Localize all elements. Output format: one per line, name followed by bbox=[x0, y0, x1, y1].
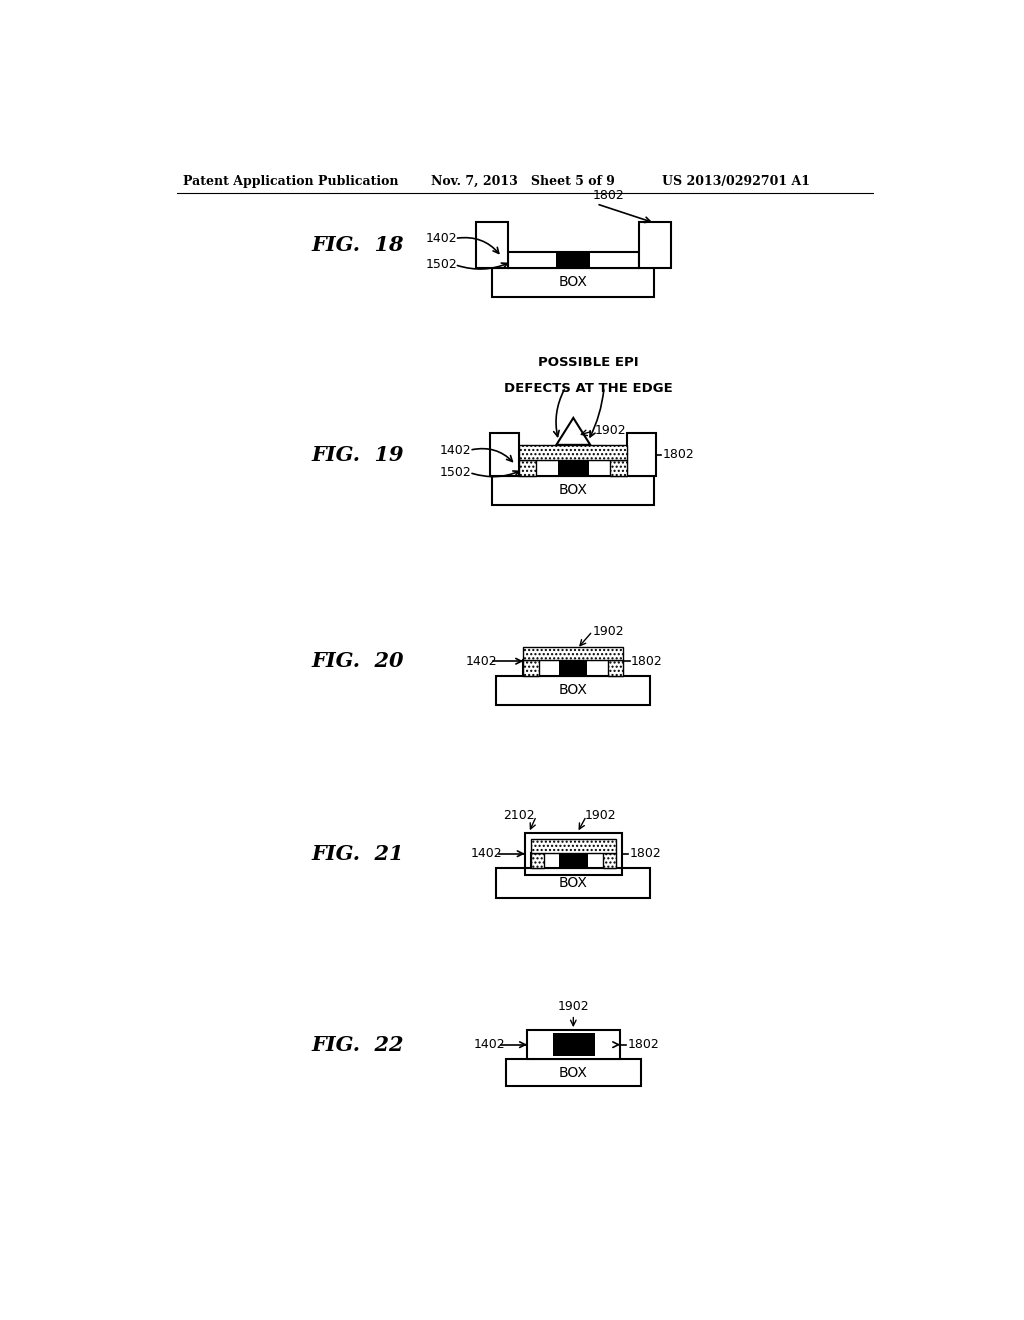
Bar bbox=[639, 222, 671, 268]
Bar bbox=[523, 647, 624, 660]
Text: BOX: BOX bbox=[559, 1065, 588, 1080]
Bar bbox=[508, 252, 639, 268]
Text: DEFECTS AT THE EDGE: DEFECTS AT THE EDGE bbox=[505, 381, 673, 395]
Bar bbox=[553, 1034, 595, 1056]
Bar bbox=[519, 461, 628, 475]
Bar bbox=[610, 461, 628, 475]
Text: BOX: BOX bbox=[559, 876, 588, 890]
Bar bbox=[524, 833, 622, 875]
Text: Patent Application Publication: Patent Application Publication bbox=[183, 176, 398, 187]
Bar bbox=[608, 660, 624, 676]
Text: 1402: 1402 bbox=[466, 655, 497, 668]
Text: 1802: 1802 bbox=[663, 449, 694, 462]
Bar bbox=[556, 252, 590, 268]
Bar bbox=[523, 660, 539, 676]
Text: 1902: 1902 bbox=[593, 624, 625, 638]
Bar bbox=[497, 869, 650, 898]
Text: FIG.  18: FIG. 18 bbox=[311, 235, 404, 255]
Bar bbox=[559, 853, 588, 869]
Text: 1402: 1402 bbox=[425, 232, 457, 246]
Text: 1502: 1502 bbox=[440, 466, 472, 479]
Text: FIG.  21: FIG. 21 bbox=[311, 843, 404, 863]
Text: 1802: 1802 bbox=[630, 847, 662, 861]
Bar bbox=[628, 433, 656, 475]
Bar bbox=[493, 268, 654, 297]
Bar bbox=[519, 445, 628, 461]
Text: FIG.  19: FIG. 19 bbox=[311, 445, 404, 465]
Text: 1502: 1502 bbox=[425, 259, 458, 271]
Text: 1402: 1402 bbox=[440, 444, 472, 457]
Bar bbox=[531, 840, 615, 853]
Bar bbox=[610, 461, 628, 475]
Text: US 2013/0292701 A1: US 2013/0292701 A1 bbox=[662, 176, 810, 187]
Text: 1902: 1902 bbox=[557, 1001, 589, 1014]
Bar bbox=[527, 1030, 620, 1059]
Bar bbox=[519, 461, 537, 475]
Bar bbox=[497, 676, 650, 705]
Bar bbox=[559, 660, 587, 676]
Text: 1902: 1902 bbox=[595, 425, 627, 437]
Bar bbox=[523, 660, 539, 676]
Text: 1802: 1802 bbox=[628, 1038, 659, 1051]
Bar bbox=[519, 461, 537, 475]
Bar bbox=[608, 660, 624, 676]
Text: 2102: 2102 bbox=[503, 809, 535, 822]
Bar bbox=[523, 660, 624, 676]
Text: Nov. 7, 2013   Sheet 5 of 9: Nov. 7, 2013 Sheet 5 of 9 bbox=[431, 176, 614, 187]
Text: BOX: BOX bbox=[559, 483, 588, 498]
Text: FIG.  20: FIG. 20 bbox=[311, 651, 404, 671]
Bar bbox=[558, 461, 589, 475]
Text: 1902: 1902 bbox=[585, 809, 616, 822]
Bar bbox=[475, 222, 508, 268]
Bar bbox=[602, 853, 615, 869]
Bar bbox=[506, 1059, 641, 1086]
Text: BOX: BOX bbox=[559, 684, 588, 697]
Text: POSSIBLE EPI: POSSIBLE EPI bbox=[539, 356, 639, 370]
Bar bbox=[602, 853, 615, 869]
Bar bbox=[490, 433, 519, 475]
Bar bbox=[531, 853, 544, 869]
Text: 1802: 1802 bbox=[593, 189, 625, 202]
Text: 1402: 1402 bbox=[473, 1038, 505, 1051]
Text: 1402: 1402 bbox=[471, 847, 503, 861]
Text: FIG.  22: FIG. 22 bbox=[311, 1035, 404, 1055]
Text: BOX: BOX bbox=[559, 276, 588, 289]
Bar bbox=[493, 475, 654, 506]
Bar bbox=[531, 853, 544, 869]
Text: 1802: 1802 bbox=[631, 655, 663, 668]
Bar bbox=[531, 853, 615, 869]
